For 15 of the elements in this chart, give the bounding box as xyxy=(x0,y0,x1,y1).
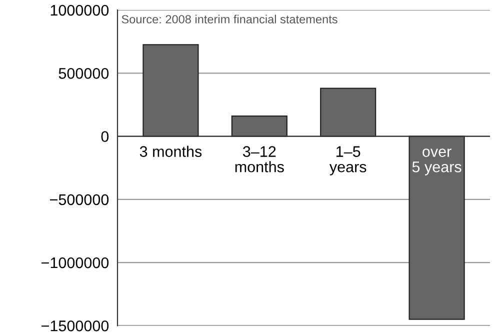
bar xyxy=(231,116,288,137)
y-tick-label: 500000 xyxy=(58,68,109,79)
bar xyxy=(320,88,376,137)
y-tick-label: 1000000 xyxy=(50,4,109,16)
bar xyxy=(142,44,199,137)
y-tick-label: −500000 xyxy=(50,194,109,206)
annotation: Source: 2008 interim financial statements xyxy=(122,14,338,24)
x-tick-label: 3–12 months xyxy=(235,146,284,172)
y-tick-label: 0 xyxy=(101,131,109,142)
x-tick-label: over 5 years xyxy=(412,148,462,176)
y-tick-label: −1000000 xyxy=(42,257,109,268)
bar xyxy=(408,136,465,320)
x-tick-label: 1–5 years xyxy=(329,146,366,176)
x-tick-label: 3 months xyxy=(140,146,202,157)
y-tick-label: −1500000 xyxy=(42,320,109,332)
